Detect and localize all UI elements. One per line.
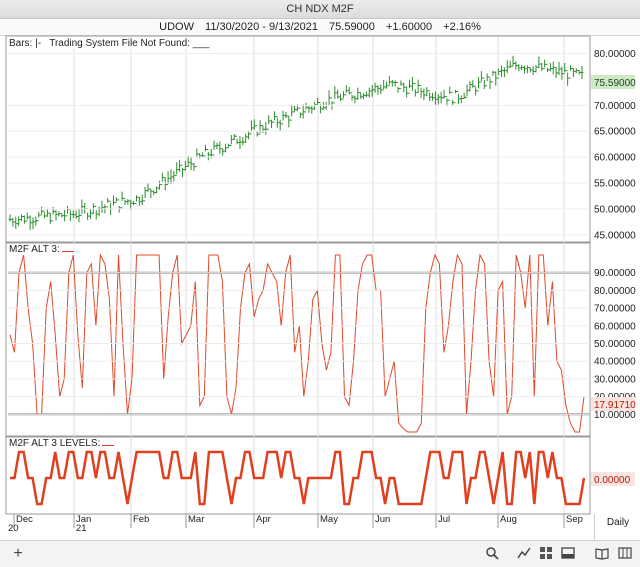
osc-axis-label: 50.00000 [594,339,636,350]
x-axis-month-label: May [320,514,338,525]
price-change: +1.60000 [385,21,433,33]
x-axis-month-label: Jan [76,514,91,525]
price-current-tag: 75.59000 [594,78,636,89]
osc-axis-label: 90.00000 [594,268,636,279]
price-axis-label: 55.00000 [594,179,636,190]
osc-axis-label: 80.00000 [594,286,636,297]
x-axis-month-label: Mar [188,514,204,525]
x-axis-month-label: Dec [16,514,33,525]
levels-label-text: M2F ALT 3 LEVELS: [9,438,101,449]
chart-canvas[interactable]: 80.00000 70.00000 65.00000 60.00000 55.00000… [0,0,640,540]
price-axis-label: 65.00000 [594,127,636,138]
bars-label-text: Bars: |- [9,38,42,49]
line-chart-icon-svg [517,547,531,559]
price-axis-label: 60.00000 [594,153,636,164]
book-icon[interactable] [594,546,610,562]
x-axis-month-label: Apr [256,514,271,525]
x-axis-year-label: 21 [76,523,87,534]
x-axis-month-label: Sep [566,514,583,525]
price-bars [8,55,584,231]
last-price: 75.59000 [329,21,375,33]
panel-icon[interactable] [560,546,576,562]
price-axis-label: 45.00000 [594,230,636,241]
osc-panel-frame [5,242,591,437]
month-gridlines [73,37,565,514]
system-label-text: Trading System File Not Found: ___ [49,38,210,49]
osc-label: M2F ALT 3: [9,244,74,255]
levels-layer [10,450,586,506]
osc-axis-label: 70.00000 [594,304,636,315]
osc-axis-label: 30.00000 [594,374,636,385]
osc-label-text: M2F ALT 3: [9,244,60,255]
price-axis-label: 80.00000 [594,49,636,60]
panel-icon-svg [561,547,575,559]
price-panel-frame [5,35,591,243]
osc-axis-label: 10.00000 [594,410,636,421]
magnifier-icon-svg [486,547,499,560]
price-change-pct: +2.16% [443,21,481,33]
osc-current-tag-bg [591,397,635,411]
plus-icon[interactable]: + [13,545,23,562]
x-axis: Dec Jan Feb Mar Apr May Jun Jul Aug Sep 20 21 [6,513,590,534]
window-title: CH NDX M2F [0,0,640,19]
grid-icon[interactable] [538,546,554,562]
price-current-tag-bg [591,75,635,89]
levels-current-tag-bg [591,472,635,486]
levels-label-swatch [102,445,115,446]
columns-icon[interactable] [617,546,633,562]
price-axis-label: 50.00000 [594,204,636,215]
price-axis: 80.00000 70.00000 65.00000 60.00000 55.00000… [8,49,636,241]
timeframe-selector[interactable]: Daily [594,514,640,540]
bars-label: Bars: |- Trading System File Not Found: … [9,38,210,49]
osc-axis-label: 60.00000 [594,321,636,332]
x-axis-month-label: Aug [500,514,517,525]
line-chart-icon[interactable] [516,546,532,562]
levels-label: M2F ALT 3 LEVELS: [9,438,115,449]
price-axis-label: 70.00000 [594,101,636,112]
x-axis-month-label: Jul [438,514,450,525]
x-axis-month-label: Feb [133,514,149,525]
osc-current-tag: 17.91710 [594,400,636,411]
symbol: UDOW [159,21,194,33]
grid-icon-svg [540,547,552,559]
date-range: 11/30/2020 - 9/13/2021 [205,21,318,33]
levels-current-tag: 0.00000 [594,475,631,486]
osc-line [9,253,585,433]
levels-line [10,450,586,506]
book-icon-svg [595,548,609,560]
columns-icon-svg [618,547,632,559]
x-axis-year-label: 20 [8,523,19,534]
osc-axis-label: 40.00000 [594,357,636,368]
magnifier-icon[interactable] [484,546,500,562]
bottom-toolbar: + [0,540,640,567]
osc-label-swatch [61,251,74,252]
x-axis-month-label: Jun [375,514,390,525]
